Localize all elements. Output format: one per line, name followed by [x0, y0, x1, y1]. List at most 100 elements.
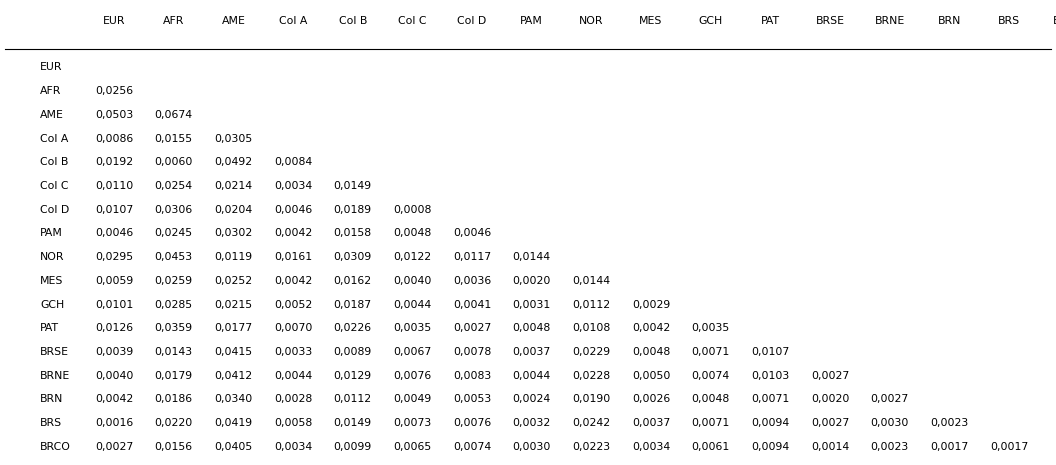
Text: MES: MES [639, 16, 663, 26]
Text: 0,0073: 0,0073 [393, 418, 432, 428]
Text: NOR: NOR [579, 16, 604, 26]
Text: Col D: Col D [457, 16, 487, 26]
Text: 0,0027: 0,0027 [95, 442, 133, 452]
Text: 0,0027: 0,0027 [453, 323, 491, 333]
Text: 0,0036: 0,0036 [453, 276, 491, 286]
Text: 0,0050: 0,0050 [631, 371, 671, 381]
Text: 0,0034: 0,0034 [274, 181, 313, 191]
Text: 0,0177: 0,0177 [214, 323, 252, 333]
Text: 0,0129: 0,0129 [334, 371, 372, 381]
Text: 0,0674: 0,0674 [154, 110, 193, 120]
Text: 0,0492: 0,0492 [214, 157, 252, 167]
Text: 0,0049: 0,0049 [393, 394, 432, 405]
Text: 0,0340: 0,0340 [214, 394, 252, 405]
Text: 0,0187: 0,0187 [334, 299, 372, 310]
Text: 0,0099: 0,0099 [334, 442, 372, 452]
Text: PAM: PAM [521, 16, 543, 26]
Text: AFR: AFR [163, 16, 185, 26]
Text: Col D: Col D [40, 205, 70, 215]
Text: 0,0117: 0,0117 [453, 252, 491, 262]
Text: BRS: BRS [40, 418, 62, 428]
Text: Col A: Col A [279, 16, 307, 26]
Text: 0,0149: 0,0149 [334, 181, 372, 191]
Text: 0,0405: 0,0405 [214, 442, 252, 452]
Text: PAM: PAM [40, 228, 63, 239]
Text: 0,0030: 0,0030 [870, 418, 909, 428]
Text: 0,0419: 0,0419 [214, 418, 252, 428]
Text: 0,0052: 0,0052 [274, 299, 313, 310]
Text: 0,0204: 0,0204 [214, 205, 252, 215]
Text: 0,0143: 0,0143 [154, 347, 193, 357]
Text: 0,0220: 0,0220 [154, 418, 193, 428]
Text: 0,0190: 0,0190 [572, 394, 610, 405]
Text: GCH: GCH [699, 16, 722, 26]
Text: 0,0040: 0,0040 [393, 276, 432, 286]
Text: Col C: Col C [40, 181, 69, 191]
Text: 0,0016: 0,0016 [95, 418, 133, 428]
Text: 0,0058: 0,0058 [274, 418, 313, 428]
Text: 0,0071: 0,0071 [751, 394, 790, 405]
Text: 0,0144: 0,0144 [572, 276, 610, 286]
Text: 0,0042: 0,0042 [631, 323, 671, 333]
Text: 0,0084: 0,0084 [274, 157, 313, 167]
Text: BRCO: BRCO [1053, 16, 1056, 26]
Text: 0,0031: 0,0031 [512, 299, 551, 310]
Text: 0,0107: 0,0107 [751, 347, 790, 357]
Text: BRN: BRN [938, 16, 961, 26]
Text: 0,0215: 0,0215 [214, 299, 252, 310]
Text: 0,0035: 0,0035 [393, 323, 432, 333]
Text: 0,0094: 0,0094 [751, 418, 790, 428]
Text: 0,0295: 0,0295 [95, 252, 133, 262]
Text: 0,0076: 0,0076 [453, 418, 491, 428]
Text: 0,0226: 0,0226 [334, 323, 372, 333]
Text: 0,0023: 0,0023 [930, 418, 968, 428]
Text: 0,0023: 0,0023 [870, 442, 909, 452]
Text: 0,0008: 0,0008 [393, 205, 432, 215]
Text: 0,0071: 0,0071 [692, 418, 730, 428]
Text: 0,0179: 0,0179 [154, 371, 193, 381]
Text: 0,0020: 0,0020 [512, 276, 551, 286]
Text: 0,0453: 0,0453 [154, 252, 193, 262]
Text: 0,0305: 0,0305 [214, 133, 252, 144]
Text: 0,0242: 0,0242 [572, 418, 610, 428]
Text: 0,0156: 0,0156 [154, 442, 193, 452]
Text: 0,0192: 0,0192 [95, 157, 133, 167]
Text: EUR: EUR [40, 62, 62, 73]
Text: 0,0112: 0,0112 [334, 394, 372, 405]
Text: 0,0071: 0,0071 [692, 347, 730, 357]
Text: 0,0162: 0,0162 [334, 276, 372, 286]
Text: Col A: Col A [40, 133, 69, 144]
Text: 0,0027: 0,0027 [870, 394, 909, 405]
Text: 0,0412: 0,0412 [214, 371, 252, 381]
Text: 0,0108: 0,0108 [572, 323, 610, 333]
Text: 0,0259: 0,0259 [154, 276, 193, 286]
Text: 0,0024: 0,0024 [512, 394, 551, 405]
Text: 0,0042: 0,0042 [274, 228, 313, 239]
Text: AFR: AFR [40, 86, 61, 96]
Text: MES: MES [40, 276, 63, 286]
Text: 0,0074: 0,0074 [692, 371, 730, 381]
Text: 0,0042: 0,0042 [274, 276, 313, 286]
Text: 0,0030: 0,0030 [512, 442, 551, 452]
Text: 0,0059: 0,0059 [95, 276, 133, 286]
Text: 0,0149: 0,0149 [334, 418, 372, 428]
Text: GCH: GCH [40, 299, 64, 310]
Text: 0,0155: 0,0155 [154, 133, 193, 144]
Text: 0,0067: 0,0067 [393, 347, 432, 357]
Text: BRCO: BRCO [40, 442, 71, 452]
Text: 0,0252: 0,0252 [214, 276, 252, 286]
Text: 0,0083: 0,0083 [453, 371, 491, 381]
Text: 0,0017: 0,0017 [930, 442, 968, 452]
Text: 0,0229: 0,0229 [572, 347, 610, 357]
Text: 0,0046: 0,0046 [95, 228, 133, 239]
Text: 0,0034: 0,0034 [274, 442, 313, 452]
Text: 0,0089: 0,0089 [334, 347, 372, 357]
Text: 0,0126: 0,0126 [95, 323, 133, 333]
Text: 0,0060: 0,0060 [154, 157, 193, 167]
Text: 0,0503: 0,0503 [95, 110, 133, 120]
Text: 0,0033: 0,0033 [274, 347, 313, 357]
Text: 0,0027: 0,0027 [811, 371, 849, 381]
Text: 0,0110: 0,0110 [95, 181, 133, 191]
Text: 0,0074: 0,0074 [453, 442, 491, 452]
Text: 0,0086: 0,0086 [95, 133, 133, 144]
